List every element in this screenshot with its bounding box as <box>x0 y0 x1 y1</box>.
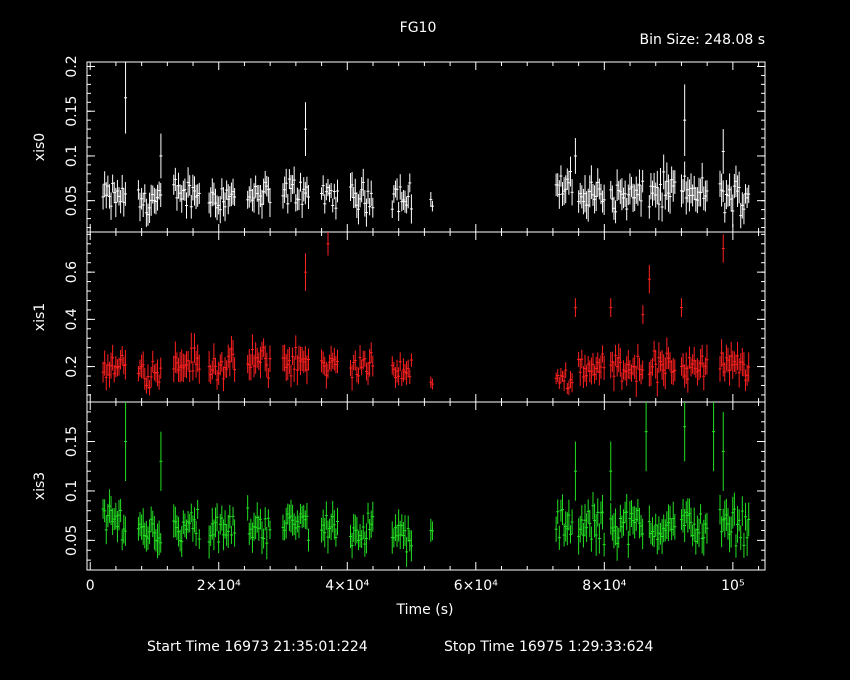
data-points-xis1 <box>101 232 751 397</box>
panel-xis0: 0.05 0.1 0.15 0.2 xis0 <box>32 55 766 233</box>
y-tick-label: 0.05 <box>64 185 80 216</box>
panel-frame <box>86 61 766 233</box>
y-tick-label: 0.15 <box>64 426 80 457</box>
y-tick-label: 0.6 <box>64 261 80 283</box>
start-time-label: Start Time 16973 21:35:01:224 <box>147 639 368 655</box>
x-tick-label: 4×10⁴ <box>325 578 369 594</box>
y-tick-label: 0.15 <box>64 96 80 127</box>
panel-xis3: 0.05 0.1 0.15 xis3 0 2×10⁴ 4×10⁴ 6×10⁴ 8×10⁴ 10⁵ <box>32 401 766 594</box>
x-tick-label: 8×10⁴ <box>582 578 626 594</box>
x-tick-label: 0 <box>86 578 95 594</box>
panel-frame <box>86 401 766 571</box>
y-tick-label: 0.4 <box>64 308 80 330</box>
x-tick-label: 10⁵ <box>721 578 744 594</box>
y-axis-label: xis0 <box>32 133 48 161</box>
y-tick-label: 0.1 <box>64 480 80 502</box>
y-tick-label: 0.2 <box>64 355 80 377</box>
y-tick-label: 0.1 <box>64 145 80 167</box>
chart-title: FG10 <box>400 20 437 36</box>
stop-time-label: Stop Time 16975 1:29:33:624 <box>444 639 653 655</box>
x-axis-label: Time (s) <box>396 602 454 618</box>
y-tick-label: 0.05 <box>64 525 80 556</box>
panel-xis1: 0.2 0.4 0.6 xis1 <box>32 231 766 403</box>
data-points-xis3 <box>101 402 751 567</box>
bin-size-label: Bin Size: 248.08 s <box>640 32 765 48</box>
y-tick-label: 0.2 <box>64 55 80 77</box>
y-axis-label: xis3 <box>32 472 48 500</box>
x-tick-label: 6×10⁴ <box>454 578 498 594</box>
panels-group: 0.050.10.150.2xis00.20.40.6xis10.050.10.… <box>32 55 766 594</box>
data-points-xis0 <box>101 62 751 229</box>
y-axis-label: xis1 <box>32 303 48 331</box>
x-tick-label: 2×10⁴ <box>197 578 241 594</box>
